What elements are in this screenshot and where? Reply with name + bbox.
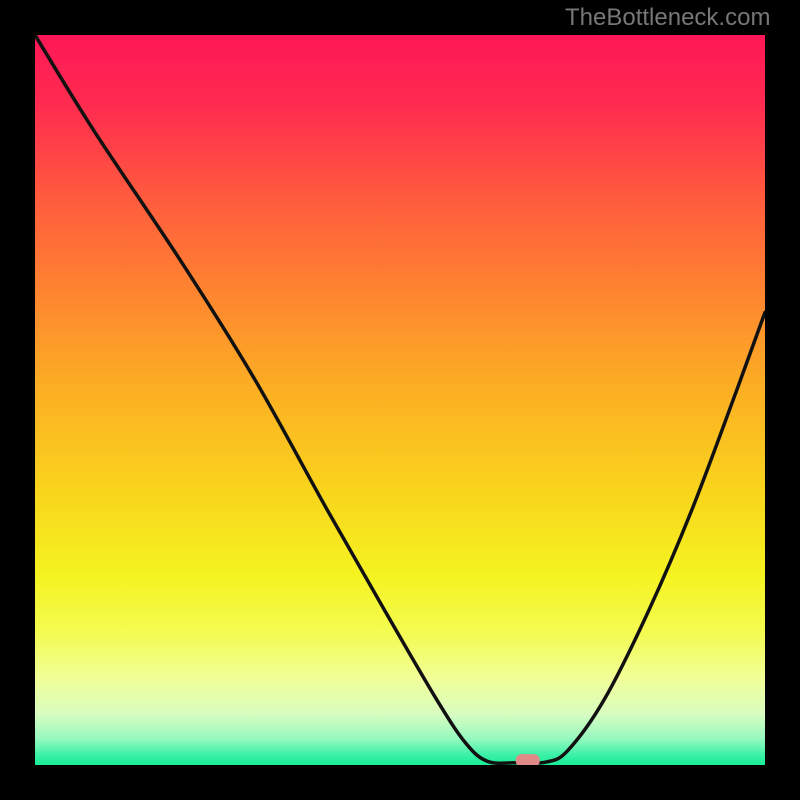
chart-canvas: TheBottleneck.com: [0, 0, 800, 800]
optimum-marker: [516, 754, 540, 765]
watermark-text: TheBottleneck.com: [565, 4, 770, 32]
gradient-background: [35, 35, 765, 765]
bottleneck-curve-chart: [35, 35, 765, 765]
